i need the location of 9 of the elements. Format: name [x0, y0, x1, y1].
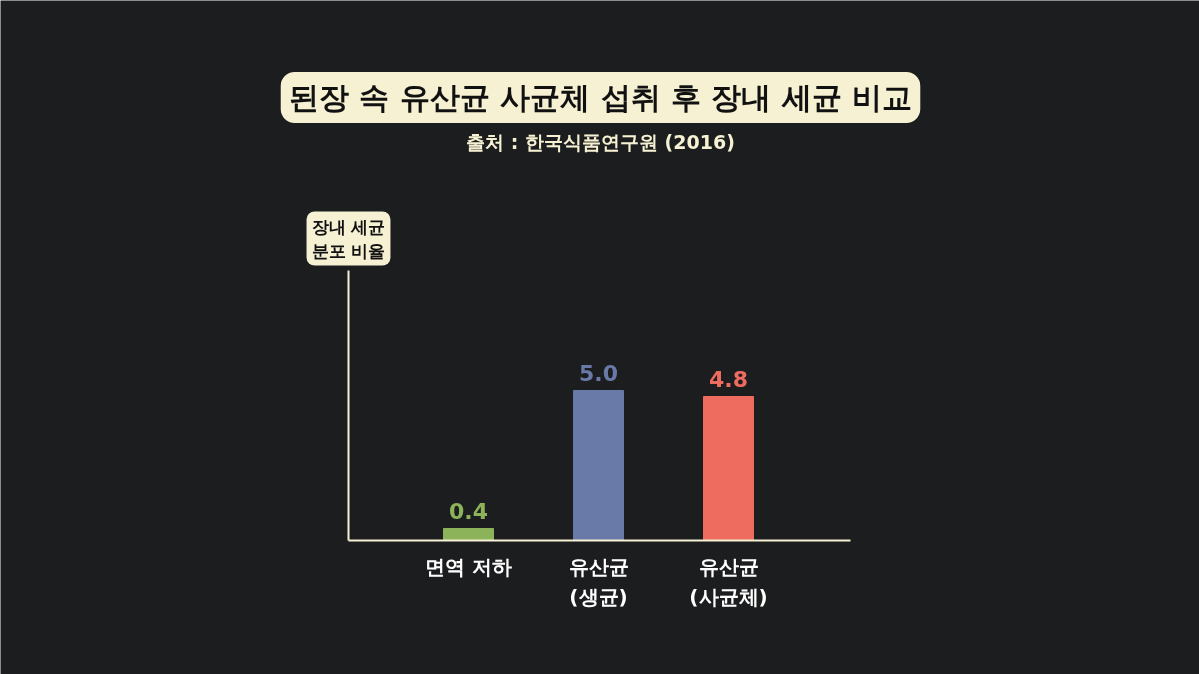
chart-subtitle: 출처 : 한국식품연구원 (2016) [466, 130, 735, 153]
data-label: 0.4 [449, 498, 488, 524]
data-label: 4.8 [709, 366, 748, 392]
chart-title: 된장 속 유산균 사균체 섭취 후 장내 세균 비교 [288, 80, 913, 115]
text: 장내 세균 분포 비율 [311, 216, 386, 261]
x-tick-label: 유산균 (사균체) [689, 554, 768, 609]
x-tick-label: 유산균 (생균) [568, 554, 629, 609]
x-tick-label: 면역 저하 [425, 554, 512, 579]
data-label: 5.0 [579, 360, 618, 386]
